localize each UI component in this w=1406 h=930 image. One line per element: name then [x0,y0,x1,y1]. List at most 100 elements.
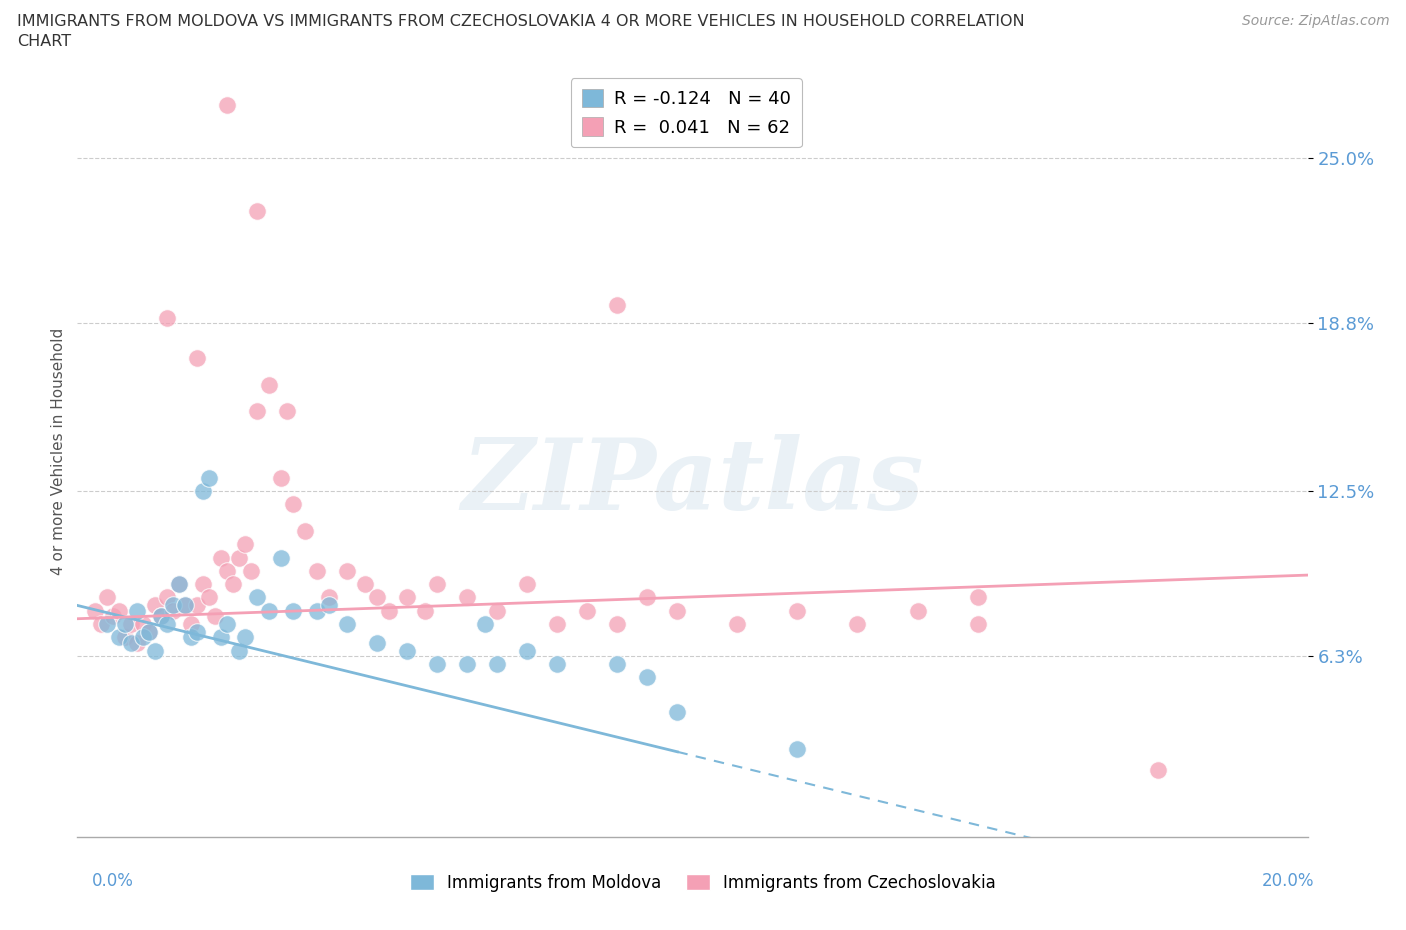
Point [156,617,179,631]
Point [209,630,232,644]
Point [217,98,239,113]
Point [456,657,478,671]
Point [606,298,628,312]
Point [228,644,250,658]
Point [114,630,136,644]
Point [486,657,509,671]
Text: Source: ZipAtlas.com: Source: ZipAtlas.com [1241,14,1389,28]
Point [546,617,568,631]
Point [186,351,208,365]
Point [198,471,221,485]
Point [396,644,419,658]
Point [318,590,340,604]
Text: CHART: CHART [17,34,70,49]
Point [209,550,232,565]
Point [246,204,269,219]
Point [138,625,160,640]
Point [283,604,305,618]
Point [546,657,568,671]
Point [907,604,929,618]
Point [1146,763,1168,777]
Point [162,598,184,613]
Point [228,550,250,565]
Point [259,377,281,392]
Point [336,564,359,578]
Point [84,604,107,618]
Point [127,604,149,618]
Point [666,604,689,618]
Point [108,630,131,644]
Point [235,537,257,551]
Point [217,617,239,631]
Point [270,471,292,485]
Point [666,704,689,719]
Point [180,630,202,644]
Point [516,644,538,658]
Point [354,577,377,591]
Point [636,670,658,684]
Text: 20.0%: 20.0% [1263,872,1315,890]
Point [283,497,305,512]
Point [276,404,298,418]
Point [132,617,155,631]
Point [396,590,419,604]
Point [966,617,988,631]
Point [120,635,142,650]
Point [846,617,869,631]
Point [786,604,808,618]
Point [636,590,658,604]
Point [606,657,628,671]
Point [180,617,202,631]
Point [606,617,628,631]
Point [156,590,179,604]
Point [174,598,197,613]
Point [120,617,142,631]
Text: 0.0%: 0.0% [91,872,134,890]
Point [114,617,136,631]
Point [222,577,245,591]
Point [474,617,496,631]
Text: ZIPatlas: ZIPatlas [461,433,924,530]
Point [96,617,118,631]
Legend: R = -0.124   N = 40, R =  0.041   N = 62: R = -0.124 N = 40, R = 0.041 N = 62 [571,78,801,147]
Point [132,630,155,644]
Point [143,644,166,658]
Point [240,564,263,578]
Point [169,577,191,591]
Point [307,604,329,618]
Point [174,598,197,613]
Point [108,604,131,618]
Point [259,604,281,618]
Point [270,550,292,565]
Point [96,590,118,604]
Point [246,404,269,418]
Point [246,590,269,604]
Point [966,590,988,604]
Point [318,598,340,613]
Point [150,608,173,623]
Point [198,590,221,604]
Point [235,630,257,644]
Point [426,657,449,671]
Point [169,577,191,591]
Legend: Immigrants from Moldova, Immigrants from Czechoslovakia: Immigrants from Moldova, Immigrants from… [404,867,1002,898]
Point [366,590,388,604]
Point [366,635,388,650]
Point [378,604,401,618]
Point [193,577,215,591]
Point [162,604,184,618]
Point [456,590,478,604]
Y-axis label: 4 or more Vehicles in Household: 4 or more Vehicles in Household [51,327,66,575]
Point [186,598,208,613]
Point [727,617,749,631]
Point [217,564,239,578]
Point [150,608,173,623]
Point [426,577,449,591]
Point [786,742,808,757]
Point [576,604,599,618]
Point [486,604,509,618]
Point [204,608,226,623]
Point [415,604,437,618]
Point [156,311,179,325]
Point [90,617,112,631]
